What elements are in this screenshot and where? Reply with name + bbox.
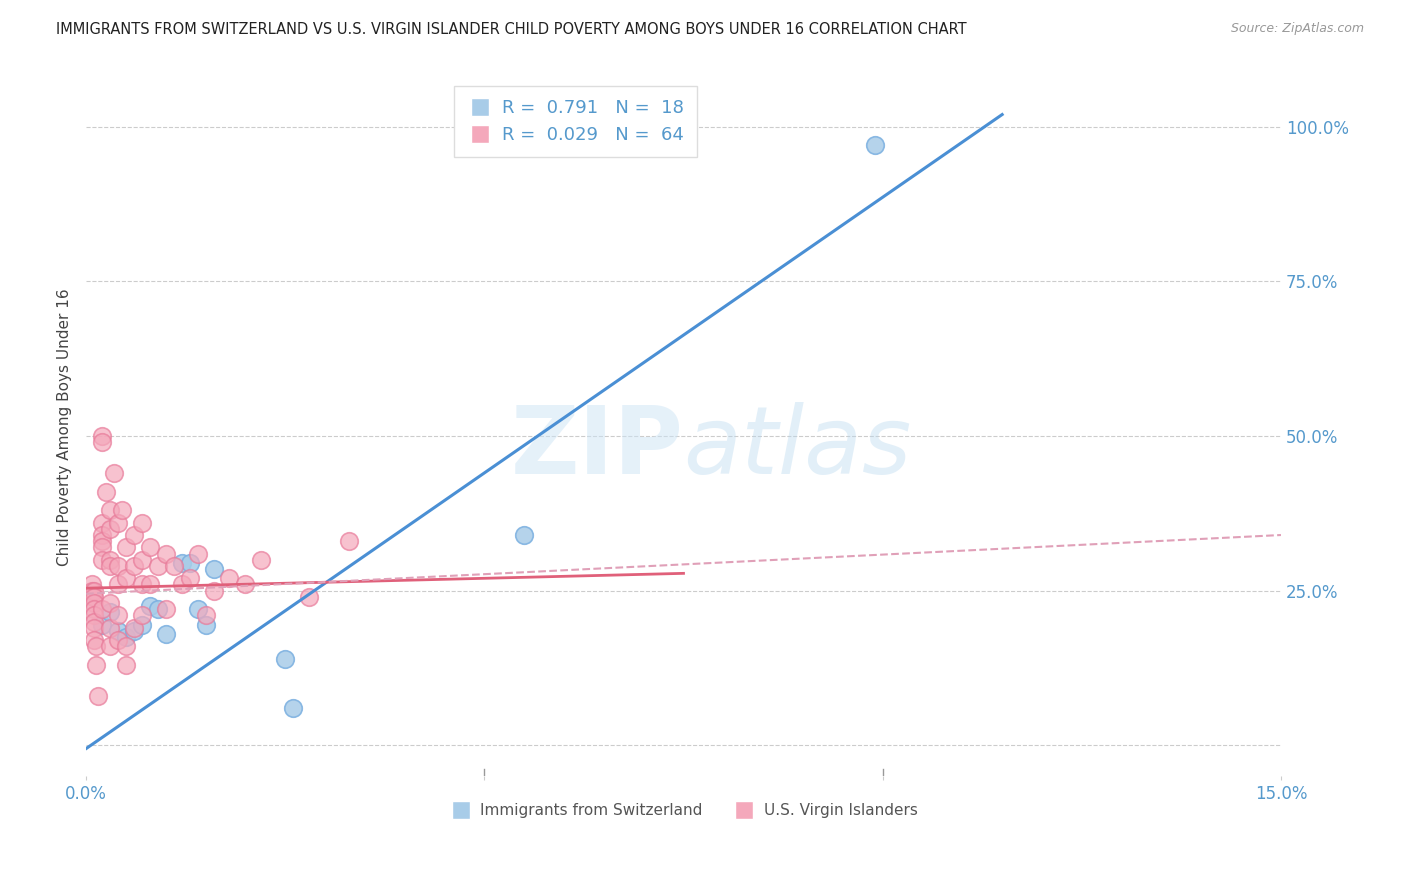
Point xyxy=(98,621,121,635)
Point xyxy=(91,541,114,555)
Point xyxy=(84,640,107,654)
Point xyxy=(115,657,138,672)
Point xyxy=(82,577,104,591)
Point xyxy=(83,633,105,648)
Point xyxy=(98,596,121,610)
Point xyxy=(83,615,105,629)
Point xyxy=(91,602,114,616)
Point xyxy=(131,617,153,632)
Point xyxy=(170,556,193,570)
Point xyxy=(155,627,177,641)
Point xyxy=(91,435,114,450)
Point xyxy=(146,602,169,616)
Legend: Immigrants from Switzerland, U.S. Virgin Islanders: Immigrants from Switzerland, U.S. Virgin… xyxy=(443,797,924,824)
Point xyxy=(91,429,114,443)
Point xyxy=(202,562,225,576)
Point xyxy=(146,558,169,573)
Point xyxy=(513,528,536,542)
Point xyxy=(82,590,104,604)
Point xyxy=(87,689,110,703)
Point xyxy=(202,583,225,598)
Point xyxy=(131,553,153,567)
Point xyxy=(115,571,138,585)
Point xyxy=(83,602,105,616)
Point xyxy=(84,657,107,672)
Point xyxy=(863,138,886,153)
Text: IMMIGRANTS FROM SWITZERLAND VS U.S. VIRGIN ISLANDER CHILD POVERTY AMONG BOYS UND: IMMIGRANTS FROM SWITZERLAND VS U.S. VIRG… xyxy=(56,22,967,37)
Point xyxy=(122,528,145,542)
Point xyxy=(170,577,193,591)
Point xyxy=(179,556,201,570)
Point xyxy=(98,640,121,654)
Point xyxy=(98,605,121,619)
Point xyxy=(194,617,217,632)
Point xyxy=(91,553,114,567)
Point xyxy=(91,617,114,632)
Point xyxy=(179,571,201,585)
Point xyxy=(83,596,105,610)
Point xyxy=(115,640,138,654)
Point xyxy=(187,547,209,561)
Y-axis label: Child Poverty Among Boys Under 16: Child Poverty Among Boys Under 16 xyxy=(58,288,72,566)
Point xyxy=(337,534,360,549)
Point xyxy=(107,516,129,530)
Point xyxy=(107,558,129,573)
Point xyxy=(103,466,125,480)
Point xyxy=(139,599,162,614)
Text: ZIP: ZIP xyxy=(510,401,683,494)
Point xyxy=(91,516,114,530)
Point xyxy=(155,602,177,616)
Point xyxy=(115,630,138,644)
Point xyxy=(83,608,105,623)
Point xyxy=(98,522,121,536)
Point xyxy=(131,608,153,623)
Point xyxy=(82,583,104,598)
Point xyxy=(83,583,105,598)
Point xyxy=(298,590,321,604)
Point xyxy=(107,608,129,623)
Point xyxy=(131,577,153,591)
Point xyxy=(122,621,145,635)
Text: atlas: atlas xyxy=(683,402,911,493)
Point xyxy=(83,621,105,635)
Point xyxy=(235,577,257,591)
Point xyxy=(139,541,162,555)
Point xyxy=(139,577,162,591)
Point xyxy=(187,602,209,616)
Point xyxy=(107,624,129,638)
Point xyxy=(111,503,134,517)
Point xyxy=(131,516,153,530)
Point xyxy=(83,590,105,604)
Point xyxy=(91,528,114,542)
Point xyxy=(98,553,121,567)
Point xyxy=(98,558,121,573)
Point xyxy=(274,651,297,665)
Point xyxy=(115,541,138,555)
Text: Source: ZipAtlas.com: Source: ZipAtlas.com xyxy=(1230,22,1364,36)
Point xyxy=(94,484,117,499)
Point xyxy=(283,701,305,715)
Point xyxy=(155,547,177,561)
Point xyxy=(98,503,121,517)
Point xyxy=(122,558,145,573)
Point xyxy=(163,558,186,573)
Point xyxy=(250,553,273,567)
Point xyxy=(107,577,129,591)
Point xyxy=(122,624,145,638)
Point xyxy=(194,608,217,623)
Point xyxy=(107,633,129,648)
Point xyxy=(91,534,114,549)
Point xyxy=(218,571,240,585)
